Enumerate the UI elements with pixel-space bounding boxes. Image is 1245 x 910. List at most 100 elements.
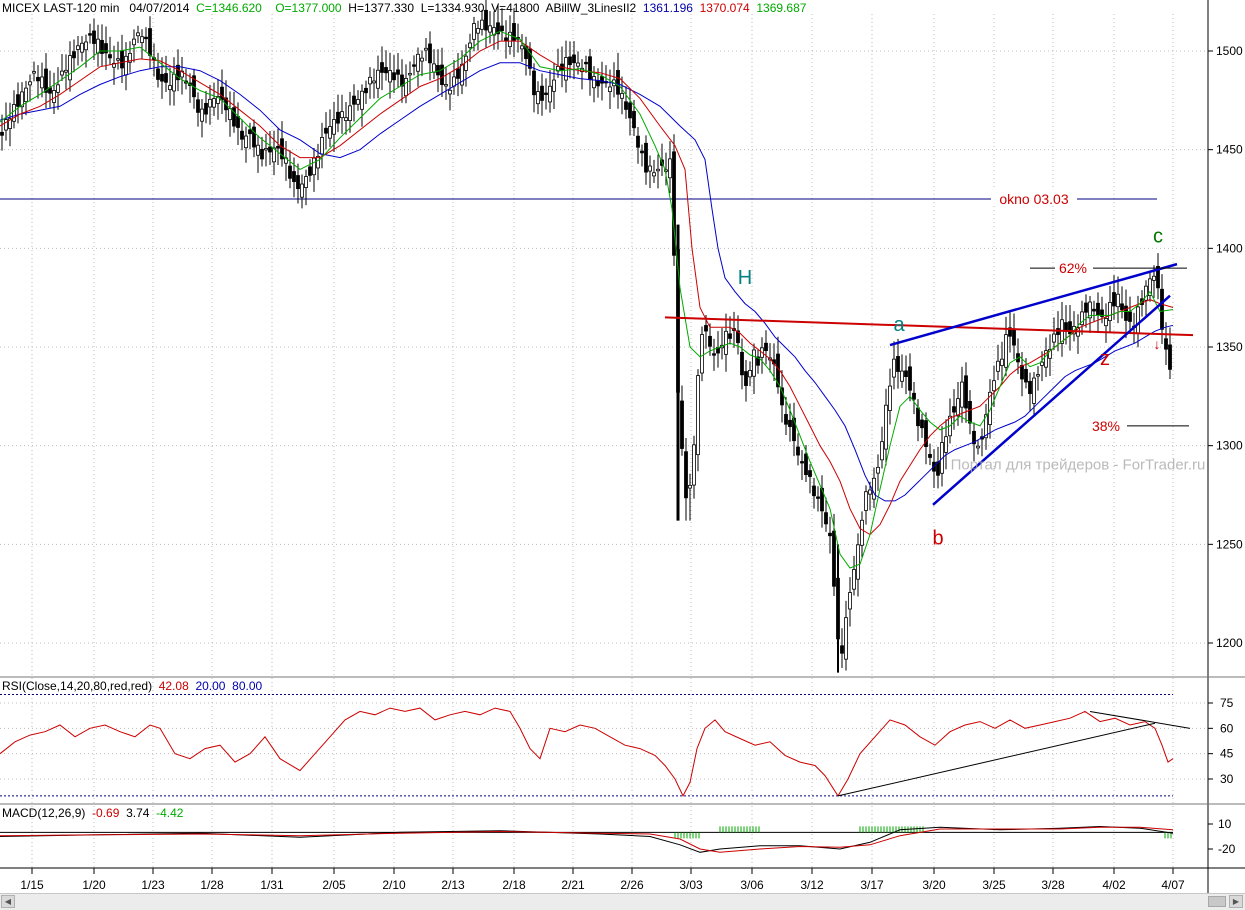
candle-body: [628, 102, 632, 119]
candle-body: [320, 137, 324, 155]
wave-label-c: c: [1153, 225, 1163, 247]
candle-body: [1004, 334, 1008, 368]
candle-body: [252, 126, 256, 148]
candle-body: [620, 93, 624, 99]
candle-body: [60, 70, 64, 76]
x-tick-label: 3/12: [800, 878, 824, 892]
candle-body: [156, 68, 160, 80]
candle-body: [852, 569, 856, 590]
candle-body: [276, 145, 280, 149]
candle-body: [388, 70, 392, 83]
x-tick-label: 4/07: [1161, 878, 1185, 892]
candle-body: [652, 172, 656, 177]
candle-body: [180, 70, 184, 78]
candle-body: [960, 381, 964, 408]
candle-body: [304, 176, 308, 188]
candle-body: [876, 466, 880, 474]
candle-body: [856, 544, 860, 580]
rsi-panel: [0, 694, 1191, 798]
candle-body: [248, 129, 252, 135]
candle-body: [544, 92, 548, 95]
candle-body: [540, 85, 544, 101]
x-tick-label: 2/10: [382, 878, 406, 892]
rsi-low-band: 20.00: [195, 679, 226, 693]
candle-body: [556, 66, 560, 72]
candle-body: [404, 77, 408, 97]
wave-label-a: a: [893, 314, 905, 336]
candle-body: [76, 45, 80, 50]
candle-body: [72, 51, 76, 59]
candle-body: [96, 38, 100, 54]
horizontal-scrollbar[interactable]: ◀ ▶: [0, 893, 1245, 910]
candle-body: [808, 470, 812, 477]
y-tick-label: 1500: [1216, 44, 1243, 58]
candle-body: [1032, 377, 1036, 404]
candle-body: [724, 330, 728, 355]
x-tick-label: 2/18: [502, 878, 526, 892]
candle-body: [1044, 350, 1048, 368]
low-value: L=1334.930: [420, 1, 485, 15]
candle-body: [1012, 329, 1016, 346]
candle-body: [504, 37, 508, 42]
candle-body: [1164, 338, 1168, 350]
candle-body: [1144, 285, 1148, 301]
scroll-right-icon[interactable]: ▶: [1229, 895, 1243, 908]
candle-body: [1020, 364, 1024, 380]
candle-body: [828, 532, 832, 537]
lower-wedge-line: [932, 294, 1171, 506]
candle-body: [364, 87, 368, 94]
candle-body: [888, 385, 892, 411]
candle-body: [616, 70, 620, 95]
price-panel: okno 03.03 62% 38% Ha b c z ↓ Портал для трейдер…: [0, 0, 1205, 673]
candle-body: [36, 76, 40, 82]
candle-body: [1028, 380, 1032, 394]
candle-body: [312, 157, 316, 176]
x-tick-label: 1/15: [20, 878, 44, 892]
candle-body: [228, 108, 232, 121]
candle-body: [324, 127, 328, 134]
candle-body: [272, 147, 276, 163]
candle-body: [740, 351, 744, 376]
candle-body: [792, 417, 796, 442]
wave-label-z: z: [1100, 348, 1110, 370]
candle-body: [208, 98, 212, 108]
candle-body: [68, 55, 72, 81]
candle-body: [392, 72, 396, 81]
candle-body: [268, 146, 272, 153]
support-line-label: okno 03.03: [999, 191, 1068, 207]
scroll-left-icon[interactable]: ◀: [1, 895, 15, 908]
y-tick-label: 75: [1220, 696, 1234, 710]
candle-body: [16, 94, 20, 107]
candle-body: [832, 530, 836, 587]
candle-body: [816, 496, 820, 499]
x-tick-label: 3/06: [740, 878, 764, 892]
candle-body: [764, 342, 768, 352]
candle-body: [1128, 311, 1132, 322]
candle-body: [840, 645, 844, 654]
candle-body: [8, 118, 12, 130]
candle-body: [708, 335, 712, 347]
candle-body: [800, 461, 804, 464]
rsi-header: RSI(Close,14,20,80,red,red) 42.08 20.00 …: [2, 679, 262, 693]
candle-body: [712, 353, 716, 356]
candle-body: [432, 63, 436, 73]
candle-body: [416, 53, 420, 72]
candle-body: [12, 104, 16, 122]
candle-body: [1148, 278, 1152, 296]
candle-body: [756, 356, 760, 366]
candle-body: [1036, 374, 1040, 377]
candle-body: [904, 370, 908, 377]
candle-body: [584, 61, 588, 65]
scroll-thumb[interactable]: [1208, 896, 1226, 907]
volume-value: V=41800: [491, 1, 540, 15]
candle-body: [64, 69, 68, 73]
candle-body: [788, 419, 792, 427]
candle-body: [528, 48, 532, 69]
x-tick-label: 3/03: [679, 878, 703, 892]
candle-body: [452, 76, 456, 87]
candle-body: [396, 69, 400, 75]
candle-body: [536, 91, 540, 105]
candle-body: [880, 441, 884, 461]
candle-body: [1084, 302, 1088, 313]
candle-body: [80, 42, 84, 53]
